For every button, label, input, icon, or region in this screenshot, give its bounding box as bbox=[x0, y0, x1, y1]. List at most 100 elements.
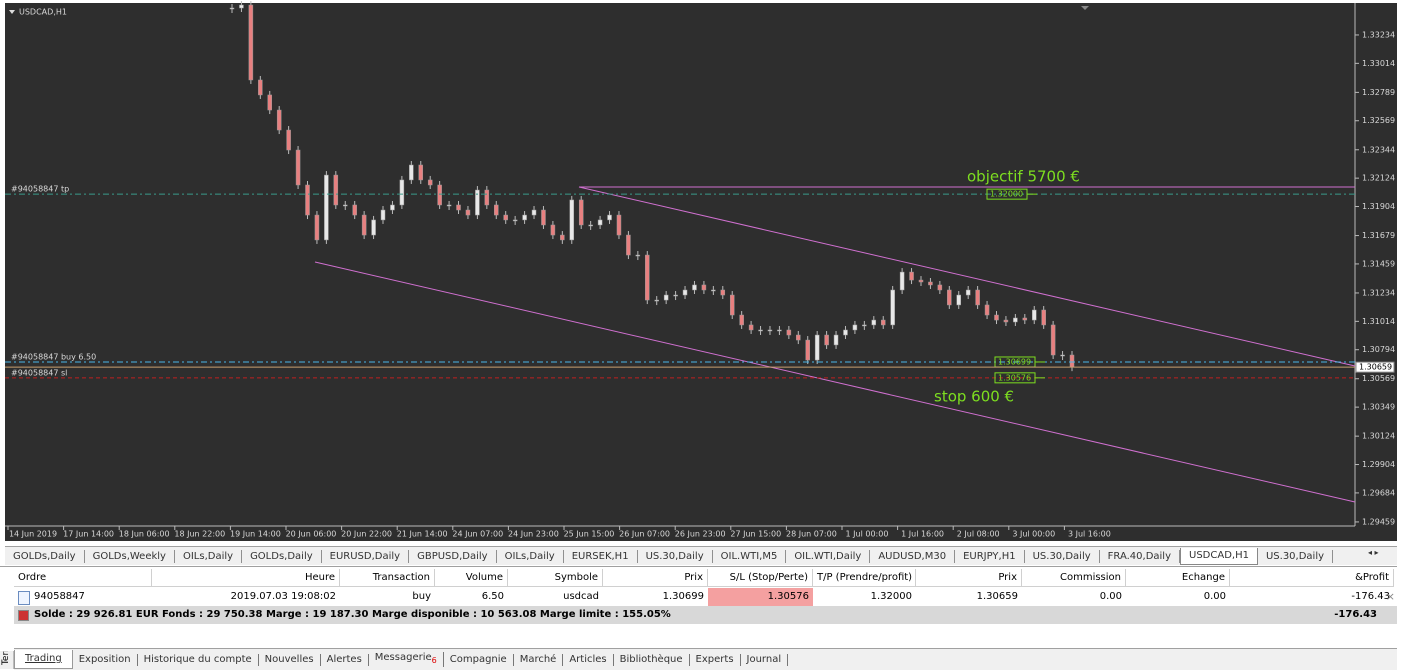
table-header-cell[interactable]: Echange bbox=[1126, 569, 1230, 587]
order-line-label: #94058847 sl bbox=[11, 368, 67, 377]
chart-tab[interactable]: OIL.WTI,M5 bbox=[713, 549, 787, 563]
tab-scroll[interactable]: ◂ ▸ bbox=[1368, 548, 1379, 557]
terminal-tab[interactable]: Journal bbox=[741, 653, 789, 666]
table-header-cell[interactable]: Heure bbox=[152, 569, 340, 587]
chart-symbol: USDCAD,H1 bbox=[19, 8, 67, 17]
x-tick-label: 24 Jun 07:00 bbox=[452, 530, 503, 539]
chart-tab[interactable]: US.30,Daily bbox=[1025, 549, 1100, 563]
chart-tab[interactable]: GBPUSD,Daily bbox=[409, 549, 497, 563]
x-tick-label: 20 Jun 22:00 bbox=[341, 530, 392, 539]
terminal-tab[interactable]: Messagerie6 bbox=[369, 652, 444, 667]
candle-body bbox=[295, 149, 301, 186]
candle-body bbox=[956, 294, 961, 306]
candle-body bbox=[541, 209, 546, 226]
candle-body bbox=[1022, 317, 1028, 321]
terminal-tab-label: Nouvelles bbox=[264, 653, 314, 665]
candle-body bbox=[512, 219, 518, 222]
candle-body bbox=[654, 299, 659, 302]
annotation: stop 600 € bbox=[934, 388, 1014, 406]
terminal-tab[interactable]: Experts bbox=[690, 653, 741, 666]
table-header-cell[interactable]: T/P (Prendre/profit) bbox=[813, 569, 916, 587]
table-row[interactable]: 94058847 2019.07.03 19:08:02 buy 6.50 usdcad… bbox=[14, 588, 1397, 606]
chart-tab[interactable]: EURSEK,H1 bbox=[564, 549, 638, 563]
chart-tab[interactable]: OILs,Daily bbox=[497, 549, 564, 563]
x-tick-label: 3 Jul 16:00 bbox=[1068, 530, 1111, 539]
y-tick-label: 1.29459 bbox=[1362, 517, 1395, 526]
candle-body bbox=[484, 189, 490, 206]
candle-body bbox=[239, 4, 244, 9]
channel-line bbox=[314, 261, 1356, 503]
chart-tab[interactable]: GOLDs,Daily bbox=[242, 549, 322, 563]
candle-body bbox=[1013, 317, 1018, 323]
summary-text: Solde : 29 926.81 EUR Fonds : 29 750.38 … bbox=[34, 609, 671, 620]
candle-body bbox=[758, 329, 763, 332]
terminal-tab-label: Trading bbox=[25, 653, 62, 664]
current-price-label: 1.30659 bbox=[1359, 363, 1392, 372]
table-header-cell[interactable]: Volume bbox=[435, 569, 508, 587]
candle-body bbox=[352, 204, 357, 216]
candle-body bbox=[616, 214, 622, 236]
close-order[interactable]: × bbox=[1385, 590, 1395, 603]
candle-body bbox=[276, 109, 282, 131]
table-header-cell[interactable]: Commission bbox=[1022, 569, 1126, 587]
table-header-cell[interactable]: Prix bbox=[916, 569, 1022, 587]
chart-tab[interactable]: EURJPY,H1 bbox=[955, 549, 1025, 563]
candle-body bbox=[965, 289, 971, 296]
candle-body bbox=[984, 304, 990, 316]
terminal-tab[interactable]: Bibliothèque bbox=[614, 653, 690, 666]
y-tick-label: 1.33234 bbox=[1362, 30, 1395, 39]
candle-body bbox=[711, 289, 716, 292]
terminal-tab[interactable]: Alertes bbox=[321, 653, 369, 666]
chart-tabs: GOLDs,Daily GOLDs,Weekly OILs,Daily GOLDs,D… bbox=[5, 546, 1397, 565]
terminal-tab[interactable]: Trading bbox=[14, 650, 73, 669]
terminal-tab[interactable]: Historique du compte bbox=[138, 653, 259, 666]
terminal-tab[interactable]: Marché bbox=[514, 653, 564, 666]
candle-body bbox=[720, 289, 726, 296]
terminal-tab[interactable]: Articles bbox=[563, 653, 614, 666]
chart-tab[interactable]: OIL.WTI,Daily bbox=[786, 549, 871, 563]
candle-body bbox=[456, 204, 461, 211]
order-line-label: #94058847 buy 6.50 bbox=[11, 352, 96, 361]
table-header-cell[interactable]: Ordre bbox=[14, 569, 152, 587]
candle-body bbox=[796, 334, 801, 341]
y-tick-label: 1.31014 bbox=[1362, 317, 1395, 326]
candle-body bbox=[739, 314, 744, 326]
table-header: Ordre Heure Transaction Volume Symbole Prix S/… bbox=[14, 569, 1397, 587]
channel-line bbox=[578, 186, 1356, 367]
table-header-cell[interactable]: Symbole bbox=[508, 569, 603, 587]
chart-tab[interactable]: GOLDs,Weekly bbox=[85, 549, 175, 563]
chart-tab[interactable]: US.30,Daily bbox=[1258, 549, 1334, 563]
terminal-tab[interactable]: Compagnie bbox=[444, 653, 514, 666]
chart-tab[interactable]: USDCAD,H1 bbox=[1180, 547, 1258, 565]
table-header-cell[interactable]: &Profit bbox=[1230, 569, 1394, 587]
x-tick-label: 14 Jun 2019 bbox=[9, 530, 57, 539]
terminal-tab-label: Experts bbox=[695, 653, 734, 665]
chart-tab[interactable]: GOLDs,Daily bbox=[5, 549, 85, 563]
table-cell: buy bbox=[412, 591, 431, 602]
terminal-tab[interactable]: Exposition bbox=[73, 653, 138, 666]
candle-body bbox=[475, 189, 480, 216]
chart-tab[interactable]: AUDUSD,M30 bbox=[870, 549, 956, 563]
candles bbox=[229, 1, 1075, 372]
order-price-label: 1.30699 bbox=[998, 357, 1031, 366]
candle-body bbox=[767, 329, 773, 332]
terminal-tabs: Trading Exposition Historique du compte Nou… bbox=[14, 648, 1397, 670]
candle-body bbox=[824, 334, 829, 346]
y-tick-label: 1.31459 bbox=[1362, 259, 1395, 268]
annotation: objectif 5700 € bbox=[967, 168, 1080, 186]
chart-tab[interactable]: EURUSD,Daily bbox=[322, 549, 410, 563]
menu-arrow[interactable] bbox=[9, 10, 15, 14]
chart-tab[interactable]: US.30,Daily bbox=[638, 549, 713, 563]
candle-body bbox=[305, 184, 310, 216]
x-tick-label: 3 Jul 00:00 bbox=[1012, 530, 1055, 539]
terminal-tab-label: Articles bbox=[569, 653, 607, 665]
terminal-tab[interactable]: Nouvelles bbox=[259, 653, 321, 666]
chart-tab[interactable]: OILs,Daily bbox=[175, 549, 243, 563]
candle-body bbox=[446, 204, 452, 207]
chart-tab[interactable]: FRA.40,Daily bbox=[1100, 549, 1181, 563]
table-header-cell[interactable]: Prix bbox=[603, 569, 708, 587]
table-header-cell[interactable]: S/L (Stop/Perte) bbox=[708, 569, 813, 587]
candle-body bbox=[229, 7, 235, 10]
table-header-cell[interactable]: Transaction bbox=[340, 569, 435, 587]
candle-body bbox=[692, 284, 697, 291]
